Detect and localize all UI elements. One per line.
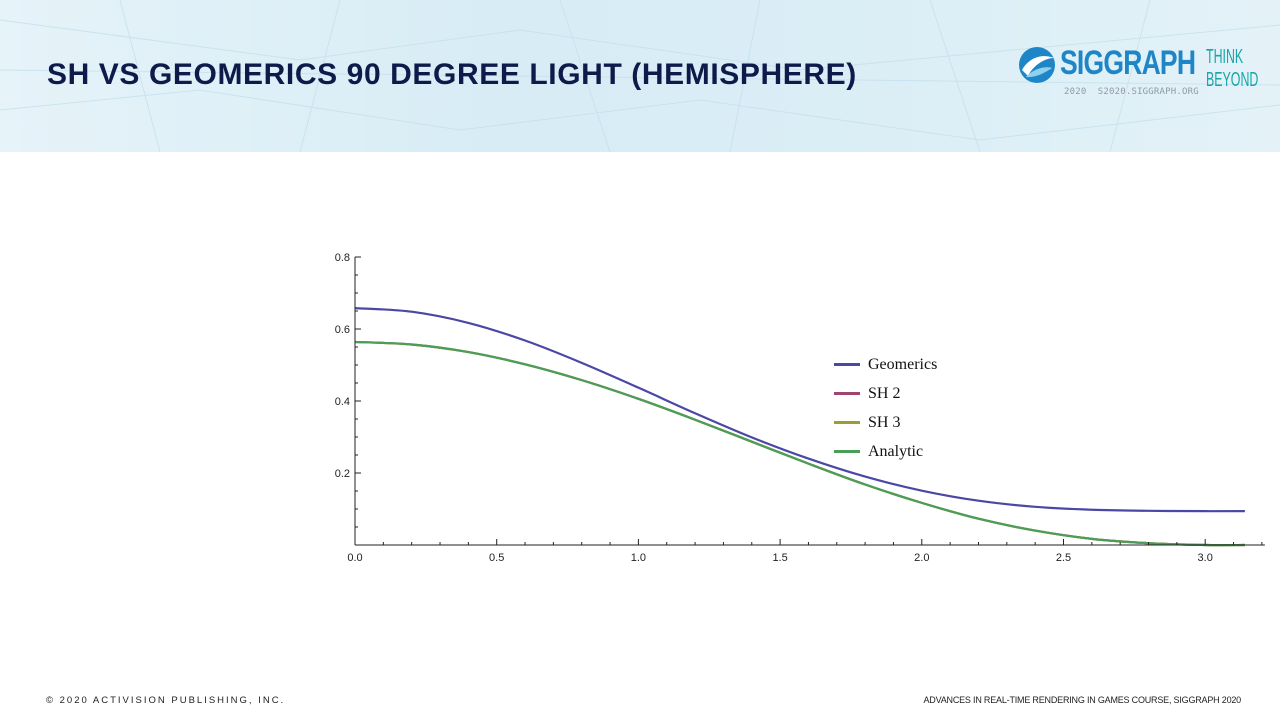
siggraph-wordmark: SIGGRAPH [1060, 44, 1196, 82]
footer-course: ADVANCES IN REAL-TIME RENDERING IN GAMES… [923, 695, 1241, 705]
y-tick-label: 0.4 [335, 396, 350, 408]
x-tick-label: 1.5 [772, 552, 787, 564]
logo-year: 2020 [1064, 87, 1087, 97]
x-tick-label: 3.0 [1198, 552, 1213, 564]
slide-header: SH VS GEOMERICS 90 DEGREE LIGHT (HEMISPH… [0, 0, 1280, 152]
siggraph-swirl-icon [1019, 47, 1055, 83]
chart-legend: Geomerics SH 2 SH 3 Analytic [834, 350, 937, 466]
series-line-geomerics [354, 307, 1245, 513]
legend-item-analytic: Analytic [834, 437, 937, 466]
legend-label: Analytic [868, 442, 924, 460]
series-line-sh-3 [354, 340, 1245, 547]
legend-item-sh-2: SH 2 [834, 379, 937, 408]
slide-title: SH VS GEOMERICS 90 DEGREE LIGHT (HEMISPH… [47, 58, 857, 91]
x-tick-label: 0.5 [489, 552, 504, 564]
x-tick-label: 0.0 [347, 552, 362, 564]
y-tick-label: 0.6 [335, 324, 350, 336]
y-tick-label: 0.2 [335, 468, 350, 480]
legend-swatch [834, 392, 860, 395]
legend-label: Geomerics [868, 355, 938, 373]
legend-swatch [834, 421, 860, 424]
tagline-line2: BEYOND [1206, 69, 1259, 91]
legend-item-geomerics: Geomerics [834, 350, 937, 379]
y-tick-label: 0.8 [335, 252, 350, 264]
tagline-line1: THINK [1206, 46, 1244, 68]
x-tick-label: 2.5 [1056, 552, 1071, 564]
legend-swatch [834, 363, 860, 366]
chart-axes: 0.0 0.5 1.0 1.5 2.0 2.5 3.0 0.2 0.4 0.6 0.8 [335, 252, 1265, 564]
series-line-sh-2 [354, 340, 1245, 547]
series-line-analytic [354, 340, 1245, 547]
chart-curves [354, 307, 1245, 547]
map-texture-background [0, 0, 1280, 152]
logo-subline: 2020 S2020.SIGGRAPH.ORG [1064, 87, 1199, 97]
think-beyond-tagline: THINK BEYOND [1206, 46, 1258, 92]
siggraph-logo: SIGGRAPH THINK BEYOND 2020 S2020.SIGGRAP… [1018, 44, 1258, 102]
x-tick-label: 2.0 [914, 552, 929, 564]
x-tick-label: 1.0 [631, 552, 646, 564]
legend-swatch [834, 450, 860, 453]
footer-copyright: © 2020 ACTIVISION PUBLISHING, INC. [46, 695, 286, 706]
legend-label: SH 3 [868, 413, 901, 431]
legend-label: SH 2 [868, 384, 901, 402]
legend-item-sh-3: SH 3 [834, 408, 937, 437]
logo-url: S2020.SIGGRAPH.ORG [1097, 87, 1199, 97]
